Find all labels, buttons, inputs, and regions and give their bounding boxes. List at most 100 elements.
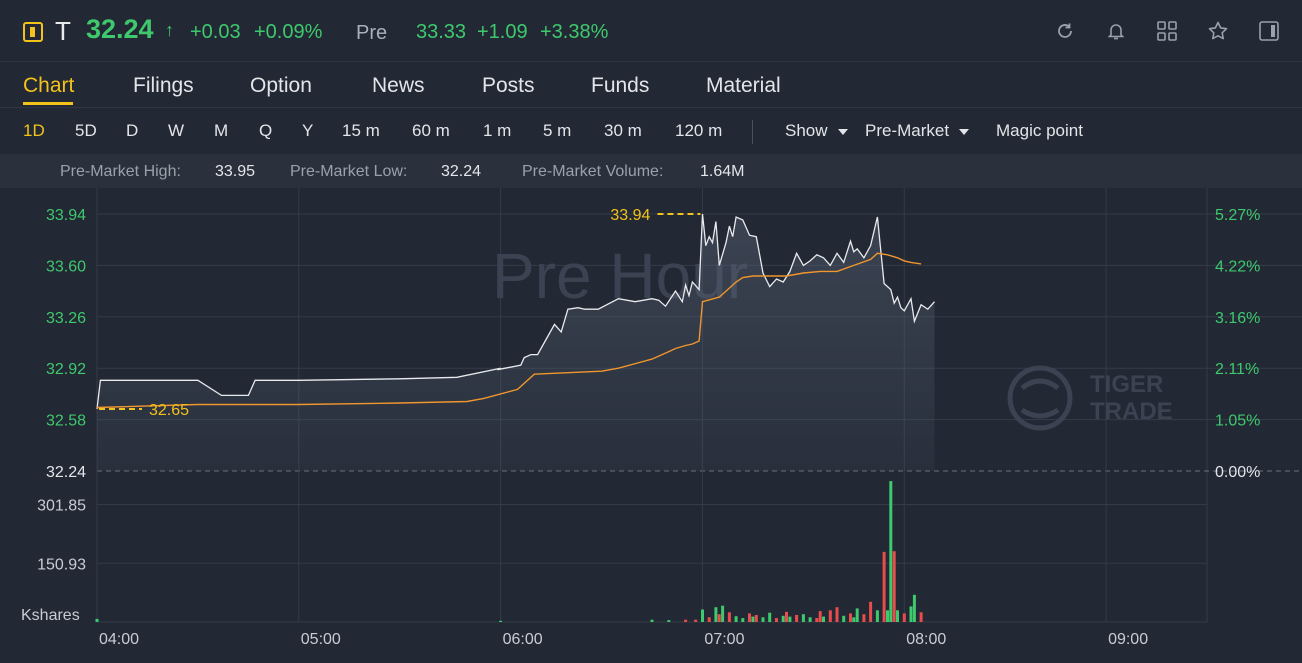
y-tick-label-left: 33.26 (46, 310, 86, 327)
volume-bar (886, 610, 889, 622)
volume-bar (869, 601, 873, 622)
y-tick-label-left: 33.94 (46, 207, 86, 224)
volume-bar (707, 617, 711, 622)
volume-bar (875, 610, 879, 622)
grid-icon[interactable] (1156, 20, 1178, 42)
high-marker-label: 33.94 (610, 207, 650, 224)
period-60m[interactable]: 60 m (412, 121, 450, 140)
period-30m[interactable]: 30 m (604, 121, 642, 140)
pre-market-label: Pre (356, 22, 388, 44)
y-tick-label-left: 33.60 (46, 258, 86, 275)
quote-header: T 32.24 ↑ +0.03 +0.09% Pre 33.33 +1.09 +… (0, 0, 1302, 62)
toolbar-divider (752, 120, 753, 144)
show-dropdown-label: Show (785, 121, 828, 140)
y-tick-label-right: 1.05% (1215, 413, 1260, 430)
volume-bar (694, 619, 698, 622)
ticker-symbol: T (55, 16, 71, 46)
period-1d[interactable]: 1D (23, 121, 45, 140)
open-marker-label: 32.65 (149, 402, 189, 419)
volume-bar (889, 481, 893, 622)
volume-bar (902, 613, 906, 622)
price-line (96, 213, 935, 410)
show-dropdown[interactable]: Show (785, 121, 848, 141)
price-area-fill (97, 214, 935, 471)
period-q[interactable]: Q (259, 121, 273, 140)
volume-bar (818, 611, 822, 622)
volume-axis-label: Kshares (21, 607, 80, 624)
volume-bar (701, 609, 704, 622)
price-change: +0.03 (190, 21, 241, 43)
volume-bar (717, 614, 721, 622)
pre-market-stats: Pre-Market High: 33.95 Pre-Market Low: 3… (0, 154, 1302, 188)
x-tick-label: 08:00 (906, 631, 946, 648)
volume-bar (849, 613, 852, 622)
x-tick-label: 04:00 (99, 631, 139, 648)
pm-high-value: 33.95 (215, 163, 256, 180)
volume-bar (499, 620, 503, 622)
panel-toggle-icon[interactable] (1258, 20, 1280, 42)
volume-bar (748, 613, 751, 622)
pm-volume-value: 1.64M (700, 163, 745, 180)
pre-market-change-pct: +3.38% (540, 21, 609, 43)
y-tick-label-right: 0.00% (1215, 464, 1260, 481)
up-arrow-icon: ↑ (165, 20, 174, 40)
pm-volume-label: Pre-Market Volume: (522, 163, 664, 180)
tab-news[interactable]: News (372, 74, 425, 97)
bell-icon[interactable] (1105, 20, 1127, 42)
caret-down-icon (837, 128, 848, 135)
active-tab-indicator (23, 102, 73, 105)
tab-chart[interactable]: Chart (23, 74, 75, 97)
magic-point-button[interactable]: Magic point (996, 121, 1083, 140)
volume-bar (808, 617, 812, 622)
annotation-layer: 33.94 32.65 (99, 207, 701, 419)
tiger-watermark-text: TIGER (1090, 371, 1163, 398)
volume-bar (896, 610, 899, 622)
volume-bar (721, 605, 725, 622)
star-icon[interactable] (1207, 20, 1229, 42)
volume-bar (768, 612, 772, 622)
volume-bar (795, 615, 799, 622)
tab-filings[interactable]: Filings (133, 74, 194, 97)
average-price-line (96, 252, 922, 409)
period-5d[interactable]: 5D (75, 121, 97, 140)
tab-material[interactable]: Material (706, 74, 781, 97)
volume-bar (741, 618, 745, 622)
volume-bar (855, 608, 859, 622)
ticker-badge-icon[interactable] (23, 22, 43, 42)
x-tick-label: 06:00 (503, 631, 543, 648)
period-d[interactable]: D (126, 121, 139, 140)
volume-bar (919, 612, 923, 622)
volume-bar (909, 606, 913, 622)
refresh-icon[interactable] (1054, 20, 1076, 42)
session-dropdown-label: Pre-Market (865, 121, 950, 140)
tab-funds[interactable]: Funds (591, 74, 650, 97)
volume-bar (822, 616, 825, 622)
tiger-logo-icon (1007, 365, 1073, 431)
volume-bar (761, 617, 765, 622)
y-tick-label-left: 32.24 (46, 464, 86, 481)
session-dropdown[interactable]: Pre-Market (865, 121, 970, 141)
period-15m[interactable]: 15 m (342, 121, 380, 140)
volume-bar (714, 607, 718, 622)
volume-bar (650, 619, 654, 622)
period-5m[interactable]: 5 m (543, 121, 572, 140)
volume-bar (912, 594, 916, 622)
volume-bar (852, 617, 856, 622)
price-lines-layer (96, 213, 935, 410)
x-tick-label: 05:00 (301, 631, 341, 648)
y-tick-label-right: 5.27% (1215, 207, 1260, 224)
period-toolbar: 1D 5D D W M Q Y 15 m 60 m 1 m 5 m 30 m 1… (0, 108, 1302, 154)
y-tick-label-right: 3.16% (1215, 310, 1260, 327)
x-tick-label: 09:00 (1108, 631, 1148, 648)
intraday-chart[interactable]: Pre Hour TIGER TRADE 33.94 32.65 33.94 5.2… (0, 188, 1302, 663)
period-y[interactable]: Y (302, 121, 314, 140)
volume-bar (835, 607, 839, 622)
period-m[interactable]: M (214, 121, 229, 140)
volume-bar (882, 551, 886, 622)
tab-posts[interactable]: Posts (482, 74, 535, 97)
period-1m[interactable]: 1 m (483, 121, 512, 140)
tab-option[interactable]: Option (250, 74, 312, 97)
period-w[interactable]: W (168, 121, 185, 140)
period-120m[interactable]: 120 m (675, 121, 723, 140)
